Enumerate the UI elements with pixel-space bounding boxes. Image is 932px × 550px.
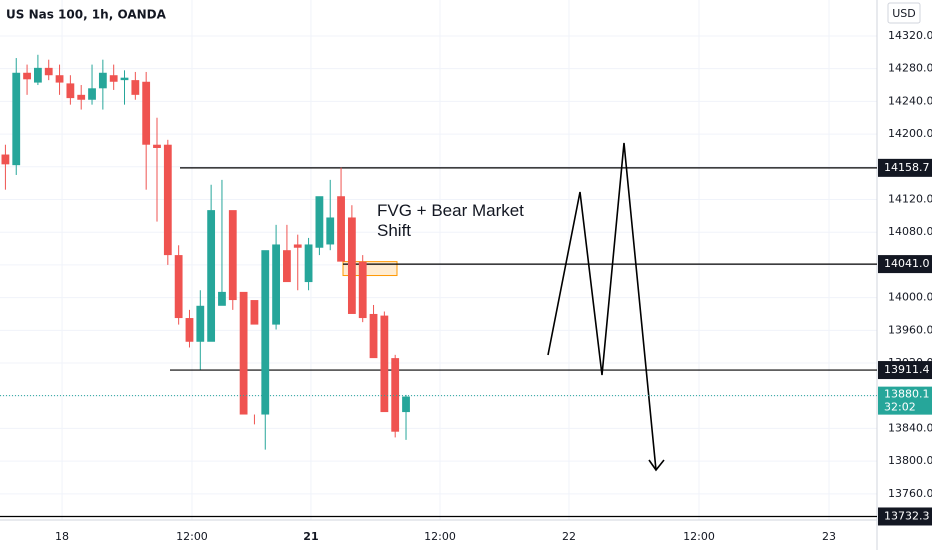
annotation-line: Shift bbox=[377, 221, 411, 240]
candle-body bbox=[12, 72, 21, 166]
candle-body bbox=[337, 196, 345, 262]
candle-body bbox=[380, 315, 389, 413]
candle-body bbox=[120, 77, 129, 81]
y-tick-label: 13840.0 bbox=[888, 421, 932, 434]
candle-body bbox=[218, 291, 226, 306]
candle-body bbox=[23, 72, 31, 80]
candle-body bbox=[347, 217, 356, 314]
y-tick-label: 14200.0 bbox=[888, 127, 932, 140]
y-tick-label: 14280.0 bbox=[888, 62, 932, 75]
price-label-box bbox=[878, 255, 932, 274]
price-label-box bbox=[878, 158, 932, 177]
fvg-zone bbox=[342, 261, 398, 277]
annotation-line: FVG + Bear Market bbox=[377, 201, 524, 220]
candle-body bbox=[228, 210, 237, 301]
x-tick-label: 23 bbox=[822, 530, 836, 543]
zigzag-drawing bbox=[547, 142, 665, 472]
price-label: 14158.7 bbox=[884, 161, 930, 174]
candle-body bbox=[174, 255, 183, 319]
y-tick-label: 13800.0 bbox=[888, 454, 932, 467]
candle-body bbox=[153, 144, 161, 148]
current-price-label: 13880.1 bbox=[884, 388, 930, 401]
annotation: FVG + Bear Market Shift bbox=[377, 201, 524, 240]
candle-body bbox=[142, 81, 151, 145]
chart-title: US Nas 100, 1h, OANDA bbox=[6, 8, 167, 22]
price-label-box bbox=[878, 507, 932, 526]
x-tick-label: 21 bbox=[303, 530, 318, 543]
candle-body bbox=[326, 217, 335, 245]
candle-body bbox=[44, 67, 53, 76]
y-tick-label: 14120.0 bbox=[888, 192, 932, 205]
candle-body bbox=[402, 396, 410, 413]
price-label: 13911.4 bbox=[884, 363, 930, 376]
candle-body bbox=[250, 300, 259, 325]
countdown-label: 32:02 bbox=[884, 401, 916, 414]
candle-body bbox=[315, 196, 324, 248]
candle-body bbox=[88, 88, 96, 100]
x-tick-label: 22 bbox=[562, 530, 576, 543]
candle-body bbox=[55, 75, 64, 83]
candle-body bbox=[261, 250, 270, 415]
y-tick-label: 13960.0 bbox=[888, 323, 932, 336]
y-tick-label: 14000.0 bbox=[888, 291, 932, 304]
candle-body bbox=[66, 83, 75, 99]
x-tick-label: 18 bbox=[55, 530, 69, 543]
y-tick-label: 14240.0 bbox=[888, 94, 932, 107]
candle-body bbox=[163, 144, 172, 256]
candle-body bbox=[33, 67, 42, 83]
candle-body bbox=[185, 318, 194, 342]
current-price-box bbox=[878, 386, 932, 415]
y-tick-label: 14320.0 bbox=[888, 29, 932, 42]
candle-body bbox=[358, 261, 367, 319]
candle-body bbox=[293, 244, 302, 248]
candle-body bbox=[207, 210, 216, 342]
y-tick-label: 13760.0 bbox=[888, 487, 932, 500]
candle-body bbox=[239, 291, 248, 415]
candle-body bbox=[1, 154, 10, 165]
candle-body bbox=[109, 75, 118, 82]
x-tick-label: 12:00 bbox=[424, 530, 456, 543]
currency-box bbox=[887, 2, 921, 24]
currency-label: USD bbox=[892, 7, 916, 20]
candle-body bbox=[131, 80, 140, 95]
candle-body bbox=[272, 244, 280, 325]
candle-body bbox=[196, 305, 205, 342]
candle-body bbox=[304, 244, 313, 283]
candle-body bbox=[77, 94, 86, 100]
x-tick-label: 12:00 bbox=[683, 530, 715, 543]
price-label: 13732.3 bbox=[884, 509, 930, 522]
price-label-box bbox=[878, 361, 932, 380]
candle-body bbox=[283, 250, 291, 283]
candle-body bbox=[391, 358, 400, 432]
y-tick-label: 14080.0 bbox=[888, 225, 932, 238]
candle-body bbox=[369, 313, 378, 359]
price-label: 14041.0 bbox=[884, 257, 930, 270]
x-tick-label: 12:00 bbox=[176, 530, 208, 543]
candle-body bbox=[98, 72, 107, 89]
